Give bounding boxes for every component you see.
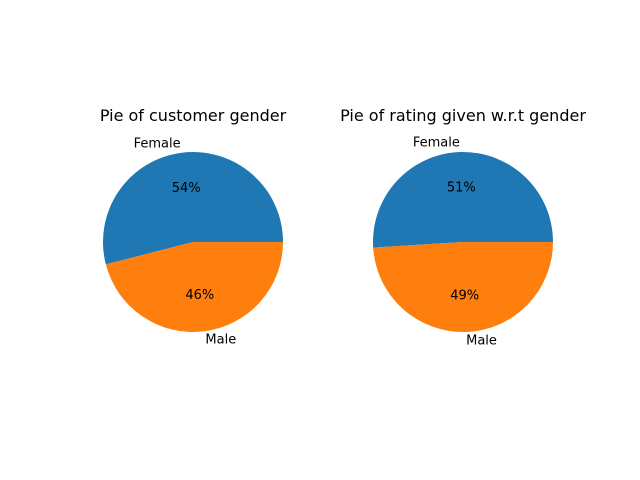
pie-slices: Female 54% Male 46%: [103, 136, 284, 348]
pie-chart-rating-by-gender: Pie of rating given w.r.t gender Female 5…: [340, 106, 586, 348]
pie-slice-female: [103, 151, 284, 265]
chart-title: Pie of rating given w.r.t gender: [340, 106, 586, 125]
pie-slice-male: [373, 242, 553, 333]
pie-slice-female: [373, 152, 553, 248]
percent-label-male: 46%: [185, 288, 214, 303]
pie-chart-customer-gender: Pie of customer gender Female 54% Male 46%: [100, 106, 287, 348]
chart-title: Pie of customer gender: [100, 106, 287, 125]
percent-label-male: 49%: [450, 288, 479, 303]
percent-label-female: 54%: [172, 181, 201, 196]
percent-label-female: 51%: [447, 181, 476, 196]
slice-label-male: Male: [466, 333, 497, 348]
slice-label-male: Male: [205, 333, 236, 348]
slice-label-female: Female: [413, 136, 460, 151]
pie-slices: Female 51% Male 49%: [373, 136, 553, 348]
slice-label-female: Female: [134, 136, 181, 151]
pie-slice-male: [105, 242, 283, 332]
